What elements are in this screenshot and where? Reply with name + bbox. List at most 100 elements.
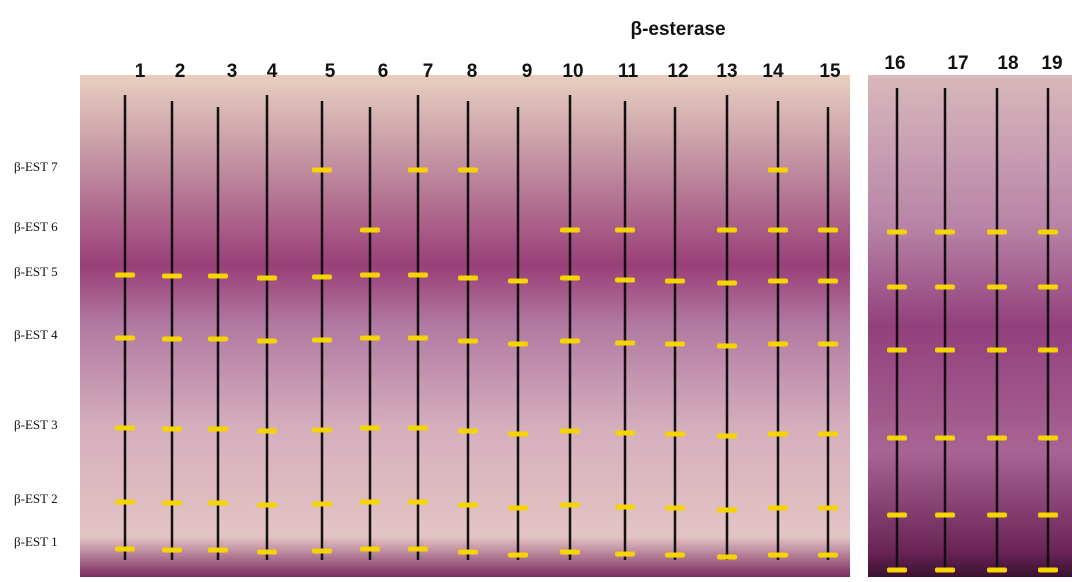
band xyxy=(935,436,955,441)
lane-label: 10 xyxy=(562,61,583,82)
band xyxy=(560,429,580,434)
band xyxy=(257,550,277,555)
band xyxy=(887,436,907,441)
lane-label: 18 xyxy=(997,53,1018,74)
band xyxy=(1038,513,1058,518)
band xyxy=(115,426,135,431)
band xyxy=(935,568,955,573)
lane-label: 11 xyxy=(618,61,639,82)
band xyxy=(818,342,838,347)
band xyxy=(208,274,228,279)
band xyxy=(162,274,182,279)
lane-label: 15 xyxy=(819,61,841,82)
band xyxy=(1038,348,1058,353)
lane-label: 3 xyxy=(227,61,238,82)
gel-panel-right xyxy=(868,75,1072,577)
band xyxy=(360,228,380,233)
band xyxy=(768,342,788,347)
band xyxy=(312,275,332,280)
band xyxy=(360,273,380,278)
band xyxy=(508,432,528,437)
band xyxy=(560,228,580,233)
band xyxy=(615,341,635,346)
band xyxy=(458,339,478,344)
band-label: β-EST 5 xyxy=(14,264,58,279)
lane-label: 19 xyxy=(1041,53,1062,74)
band xyxy=(818,279,838,284)
band xyxy=(1038,568,1058,573)
band xyxy=(768,279,788,284)
gel-figure: β-esterase β-EST 7β-EST 6β-EST 5β-EST 4β… xyxy=(0,0,1072,577)
band xyxy=(987,285,1007,290)
band xyxy=(665,342,685,347)
band xyxy=(615,228,635,233)
band xyxy=(360,547,380,552)
band xyxy=(408,500,428,505)
lane-label: 6 xyxy=(378,61,389,82)
band xyxy=(717,434,737,439)
band xyxy=(115,336,135,341)
band xyxy=(360,336,380,341)
band xyxy=(768,553,788,558)
band xyxy=(208,501,228,506)
band xyxy=(312,549,332,554)
band xyxy=(162,427,182,432)
band xyxy=(508,506,528,511)
band xyxy=(887,348,907,353)
band xyxy=(818,506,838,511)
band xyxy=(615,505,635,510)
lane-label: 9 xyxy=(522,61,533,82)
band xyxy=(360,500,380,505)
band xyxy=(1038,230,1058,235)
title: β-esterase xyxy=(630,19,725,40)
band xyxy=(717,555,737,560)
band xyxy=(665,432,685,437)
band xyxy=(162,501,182,506)
band xyxy=(408,273,428,278)
lane-label: 16 xyxy=(884,53,905,74)
band xyxy=(408,426,428,431)
band xyxy=(887,285,907,290)
lane-label: 5 xyxy=(325,61,336,82)
band xyxy=(360,426,380,431)
band xyxy=(408,547,428,552)
lane-label: 4 xyxy=(267,61,278,82)
band xyxy=(115,500,135,505)
band xyxy=(818,228,838,233)
band xyxy=(987,513,1007,518)
band xyxy=(818,432,838,437)
band xyxy=(312,338,332,343)
band xyxy=(717,228,737,233)
lane-label: 12 xyxy=(667,61,688,82)
band-label: β-EST 6 xyxy=(14,219,58,234)
band xyxy=(935,285,955,290)
band xyxy=(665,279,685,284)
band xyxy=(768,506,788,511)
lane-label: 1 xyxy=(135,61,146,82)
band xyxy=(257,503,277,508)
band xyxy=(768,432,788,437)
lane-label: 14 xyxy=(762,61,784,82)
band xyxy=(162,548,182,553)
band xyxy=(257,276,277,281)
band xyxy=(615,552,635,557)
band xyxy=(508,279,528,284)
band xyxy=(887,513,907,518)
lane-label: 13 xyxy=(716,61,737,82)
gel-panel-left xyxy=(80,75,850,577)
band xyxy=(208,548,228,553)
band xyxy=(1038,436,1058,441)
band xyxy=(508,553,528,558)
band xyxy=(935,513,955,518)
band-label: β-EST 2 xyxy=(14,491,58,506)
band xyxy=(257,339,277,344)
lane-label: 17 xyxy=(947,53,968,74)
band xyxy=(458,276,478,281)
band-label: β-EST 1 xyxy=(14,534,58,549)
band xyxy=(768,228,788,233)
band xyxy=(717,281,737,286)
lane-label: 7 xyxy=(423,61,434,82)
band-label: β-EST 3 xyxy=(14,417,58,432)
band xyxy=(887,230,907,235)
band xyxy=(115,273,135,278)
